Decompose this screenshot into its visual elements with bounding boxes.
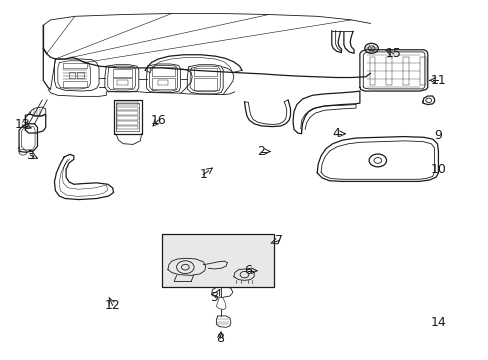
Text: 15: 15: [385, 47, 401, 60]
Text: 13: 13: [15, 118, 30, 131]
Text: 6: 6: [244, 264, 252, 277]
Bar: [162, 234, 273, 287]
Text: 14: 14: [429, 316, 446, 329]
Text: 11: 11: [429, 74, 446, 87]
Text: 12: 12: [104, 299, 120, 312]
Text: 16: 16: [150, 114, 166, 127]
Text: 1: 1: [199, 168, 207, 181]
Text: 7: 7: [275, 234, 283, 247]
Text: 3: 3: [26, 149, 34, 162]
Text: 2: 2: [257, 145, 265, 158]
Text: 5: 5: [211, 291, 219, 304]
Text: 10: 10: [429, 163, 446, 176]
Text: 9: 9: [434, 129, 442, 142]
Text: 8: 8: [216, 332, 224, 345]
Text: 4: 4: [332, 127, 340, 140]
